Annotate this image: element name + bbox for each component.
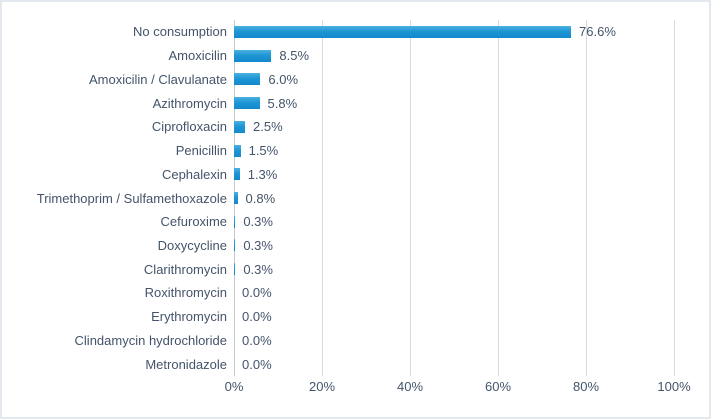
bar: [234, 49, 272, 62]
category-label: Metronidazole: [145, 356, 227, 372]
bar-row: 0.8%: [234, 186, 674, 210]
bar-row: 0.0%: [234, 329, 674, 353]
x-tick-label: 20%: [308, 379, 336, 394]
gridline: [674, 20, 675, 376]
bar-row: 0.0%: [234, 281, 674, 305]
bar-row: 2.5%: [234, 115, 674, 139]
value-label: 0.0%: [242, 356, 272, 372]
x-tick-label: 40%: [396, 379, 424, 394]
category-label: Amoxicilin: [168, 48, 227, 64]
category-label: Penicillin: [175, 143, 227, 159]
category-label: Roxithromycin: [144, 285, 227, 301]
category-label: Trimethoprim / Sulfamethoxazole: [36, 190, 227, 206]
x-axis: 0% 20% 40% 60% 80% 100%: [225, 379, 691, 399]
value-label: 1.5%: [248, 143, 279, 159]
bar-row: 0.0%: [234, 352, 674, 376]
bar: [234, 120, 245, 133]
bar: [234, 25, 572, 38]
category-label: Ciprofloxacin: [151, 119, 227, 135]
x-tick-label: 100%: [657, 379, 691, 394]
value-label: 6.0%: [268, 71, 299, 87]
gridline: [410, 20, 411, 376]
value-label: 1.3%: [247, 166, 278, 182]
value-label: 0.0%: [242, 309, 272, 325]
category-label: Doxycycline: [157, 237, 227, 253]
value-label: 8.5%: [279, 48, 310, 64]
category-label: Erythromycin: [151, 309, 227, 325]
category-label: Amoxicilin / Clavulanate: [88, 71, 227, 87]
bar: [234, 73, 261, 86]
bar: [234, 192, 238, 204]
gridline: [586, 20, 587, 376]
category-label: No consumption: [133, 24, 227, 40]
value-label: 5.8%: [267, 95, 298, 111]
value-label: 0.8%: [245, 190, 276, 206]
bar-row: 8.5%: [234, 44, 674, 68]
plot-area: 76.6% 8.5% 6.0% 5.8% 2.5% 1.5% 1.3% 0.8% 0.3% 0.3…: [234, 20, 675, 376]
category-label: Azithromycin: [152, 95, 227, 111]
value-label: 0.0%: [242, 285, 272, 301]
bar: [234, 144, 241, 157]
value-label: 76.6%: [579, 24, 616, 40]
bar-row: 1.3%: [234, 162, 674, 186]
value-label: 0.0%: [242, 332, 272, 348]
value-label: 0.3%: [243, 214, 273, 230]
bar-row: 0.3%: [234, 234, 674, 258]
value-label: 0.3%: [243, 237, 273, 253]
value-label: 2.5%: [253, 119, 283, 135]
bar-row: 76.6%: [234, 20, 674, 44]
bar: [234, 97, 260, 110]
x-tick-label: 60%: [484, 379, 512, 394]
bar: [234, 215, 236, 228]
bar: [234, 168, 240, 181]
category-label: Cefuroxime: [160, 214, 227, 230]
bar-row: 0.3%: [234, 257, 674, 281]
bar-row: 6.0%: [234, 67, 674, 91]
category-label: Cephalexin: [161, 166, 227, 182]
category-label: Clarithromycin: [143, 261, 227, 277]
bar-row: 0.3%: [234, 210, 674, 234]
bar-series: 76.6% 8.5% 6.0% 5.8% 2.5% 1.5% 1.3% 0.8% 0.3% 0.3…: [234, 20, 674, 376]
gridline: [322, 20, 323, 376]
x-tick-label: 0%: [224, 379, 244, 394]
gridline: [498, 20, 499, 376]
bar-row: 5.8%: [234, 91, 674, 115]
bar-row: 1.5%: [234, 139, 674, 163]
bar: [234, 263, 236, 276]
value-label: 0.3%: [243, 261, 273, 277]
x-tick-label: 80%: [572, 379, 600, 394]
bar-row: 0.0%: [234, 305, 674, 329]
category-axis: No consumption Amoxicilin Amoxicilin / Cla…: [2, 20, 227, 376]
category-label: Clindamycin hydrochloride: [74, 332, 227, 348]
bar: [234, 239, 236, 252]
